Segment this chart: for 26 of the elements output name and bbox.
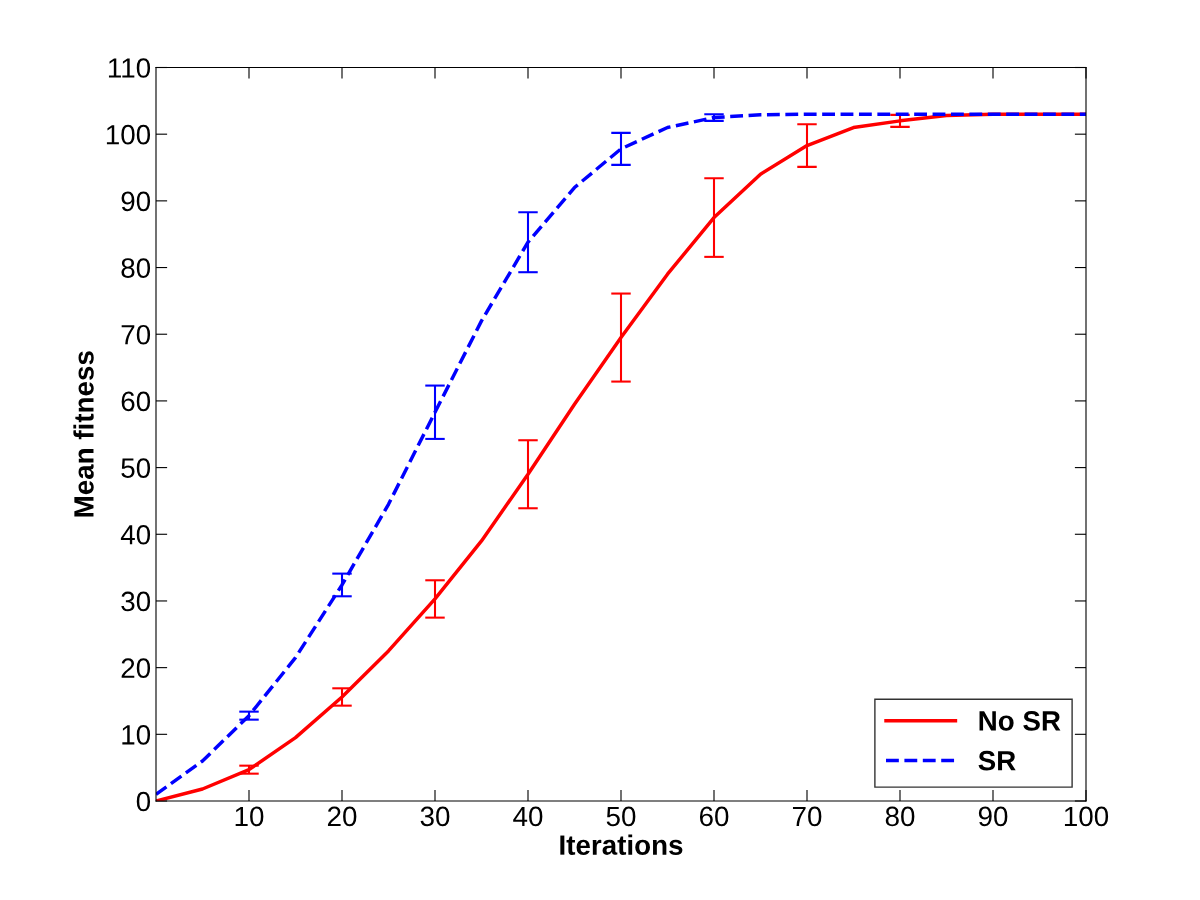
y-tick-label: 60 <box>121 391 151 412</box>
y-tick-label: 100 <box>106 124 151 145</box>
legend-label: No SR <box>979 711 1061 731</box>
x-tick-label: 30 <box>420 806 450 827</box>
y-tick-label: 40 <box>120 524 151 545</box>
y-tick-label: 80 <box>121 258 151 278</box>
x-axis-title: Iterations <box>560 834 683 855</box>
x-tick-label: 10 <box>235 806 264 827</box>
x-tick-label: 100 <box>1064 806 1109 827</box>
x-tick-label: 60 <box>699 806 729 827</box>
x-tick-label: 70 <box>792 806 822 827</box>
x-tick-label: 40 <box>513 806 543 827</box>
y-tick-label: 20 <box>121 658 151 678</box>
x-tick-label: 80 <box>885 806 915 827</box>
x-tick-label: 50 <box>606 806 636 827</box>
y-tick-label: 0 <box>136 791 151 812</box>
x-tick-label: 20 <box>327 806 357 827</box>
y-tick-label: 70 <box>121 324 151 345</box>
x-tick-label: 90 <box>978 806 1008 827</box>
y-axis-title: Mean fitness <box>73 351 94 517</box>
y-tick-label: 110 <box>108 58 151 78</box>
y-tick-label: 30 <box>121 591 151 612</box>
y-tick-label: 50 <box>121 458 151 478</box>
legend-label: SR <box>978 750 1016 771</box>
y-tick-label: 10 <box>122 724 151 745</box>
y-tick-label: 90 <box>121 191 151 212</box>
